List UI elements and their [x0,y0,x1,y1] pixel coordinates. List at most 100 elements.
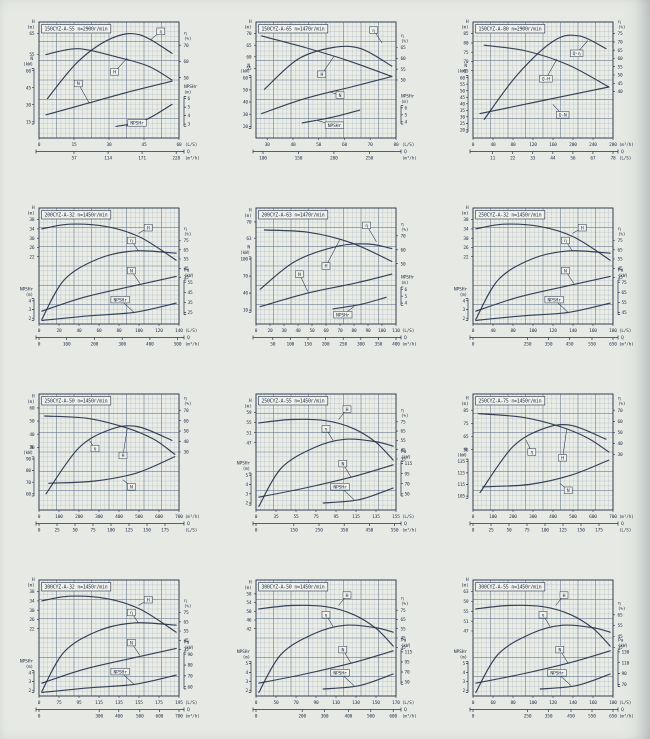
axis-name-label: H [466,396,469,402]
chart-title: 150CYZ-A-80 n=2900r/min [478,27,541,33]
x-tick-label: 90 [365,328,371,334]
curve-label-h: H [346,407,349,413]
y-tick-label: 55 [617,623,623,629]
x-tick-label-secondary: 400 [345,714,353,720]
x-tick-label: 30 [281,328,287,334]
curve-label-npshr: NPSHr [333,485,347,491]
x-tick-label-secondary: 25 [55,528,61,534]
axis-name-label: NPSHr [20,658,33,664]
x-axis-tick-marks [255,510,397,512]
curve-h [41,223,178,261]
pump-curve-chart-150cyz-a-80: Q-η Q-H Q-N 150CYZ-A-80 n=2900r/min 85 80 75 70… [457,19,634,161]
curve-label-box-h [577,224,587,232]
x-axis-tick-marks [472,138,613,140]
curve-n [41,275,178,312]
y-tick-label: 2 [462,688,465,694]
x-tick-label-secondary: 0 [38,528,41,534]
y-tick-label: 80 [26,468,32,474]
y-tick-label: 2 [29,688,32,694]
q-flow-label: Q [187,521,190,527]
y-axis-left-n: 90 80 70 60 N(kW) [24,445,35,497]
x-tick-label-secondary: 250 [523,342,531,348]
y-tick-label: 6 [188,96,191,102]
x-axis-primary: 0 40 80 120 160 200 240 280 (m³/h) [471,138,633,148]
y-tick-label: 3 [245,679,248,685]
plot-frame [38,579,180,697]
axis-unit-label: (%) [618,25,625,31]
x-tick-label: 0 [471,700,474,706]
y-tick-label: 55 [30,52,36,58]
x-tick-label-secondary: 50 [506,528,512,534]
curve-h [261,35,393,78]
y-tick-label: 45 [400,447,406,453]
axis-tick-dashes [179,612,182,650]
curve-label-npshr: NPSHr [131,121,145,127]
curve-eta [41,250,178,320]
axis-name-label: Pa [401,637,407,643]
plot-frame [472,579,614,697]
axis-name-label: H [32,393,35,399]
curve-label-h: H [561,456,564,462]
y-tick-label: 65 [621,290,627,296]
axis-name-label: H [466,577,469,583]
axis-bracket [183,279,187,315]
y-tick-label: 60 [184,418,190,424]
y-axis-left-h: 60 50 40 30 H(m) [28,393,40,451]
curve-n [41,647,178,684]
axis-bracket [32,298,35,321]
x-axis-unit-2: (m³/h) [402,714,417,720]
curve-label-box-h [342,591,352,599]
y-axis-right-eta: 75 65 55 45 35 η(%) [395,597,408,651]
curve-eta [263,45,393,90]
x-tick-label: 135 [115,700,123,706]
y-axis-left-h: 38 34 30 26 22 H(m) [28,205,40,260]
curve-label-box-npshr [127,119,147,127]
curve-label-box-h [119,451,128,460]
x-tick-label: 80 [117,328,123,334]
x-axis-scale-bar [469,521,619,526]
x-axis-unit-1: (L/S) [185,328,197,334]
q-flow-label: Q [621,149,624,155]
axis-name-label: H [249,579,252,585]
q-flow-label: Q [404,335,407,341]
axis-unit-label: (%) [618,232,625,238]
y-tick-label: 10 [243,308,249,314]
y-tick-label: 60 [30,406,36,412]
axis-unit-label: (kW) [184,645,194,651]
axis-tick-dashes [179,409,182,453]
x-tick-label-secondary: 700 [175,714,183,720]
curves: Hη N NPSHr [258,591,394,694]
axis-tick-dashes [612,409,615,455]
curve-label-box-n [295,270,304,278]
y-tick-label: 115 [404,650,412,656]
curve-h [41,595,178,633]
curve-label-n: N [298,272,301,278]
x-tick-label: 60 [342,142,348,148]
chart-title-box [41,582,112,592]
curve-label-n: N [567,488,570,494]
y-tick-label: 50 [460,88,466,94]
x-tick-label-secondary: 650 [609,342,617,348]
y-tick-label: 2 [29,316,32,322]
curve-label-h: H [147,225,150,231]
y-tick-label: 4 [188,113,191,119]
axis-tick-dashes [612,33,615,92]
y-axis-right-pa: 115 95 70 50 Pa(kW) [400,637,413,686]
x-tick-label-secondary: 300 [96,714,104,720]
x-axis-primary: 0 20 30 40 50 60 70 80 90 100 110 (L/S) [255,324,414,334]
curve-label-box-npshr [547,669,567,677]
x-tick-label: 0 [38,700,41,706]
axis-name-label: NPSHr [237,461,250,467]
y-tick-label: 55 [400,67,406,73]
curve-label-q-n: Q-N [558,113,566,119]
x-axis-secondary: 0 25 50 75 100 125 150 175 Q(L/S) [35,521,198,534]
x-axis-tick-marks [472,696,613,698]
y-axis-left-h: 85 75 65 55 H(m) [461,396,473,453]
curve-label-box-n [74,79,83,88]
axis-tick-dashes [253,412,256,443]
x-axis-unit-1: (L/S) [402,700,414,706]
x-tick-label: 120 [549,328,557,334]
